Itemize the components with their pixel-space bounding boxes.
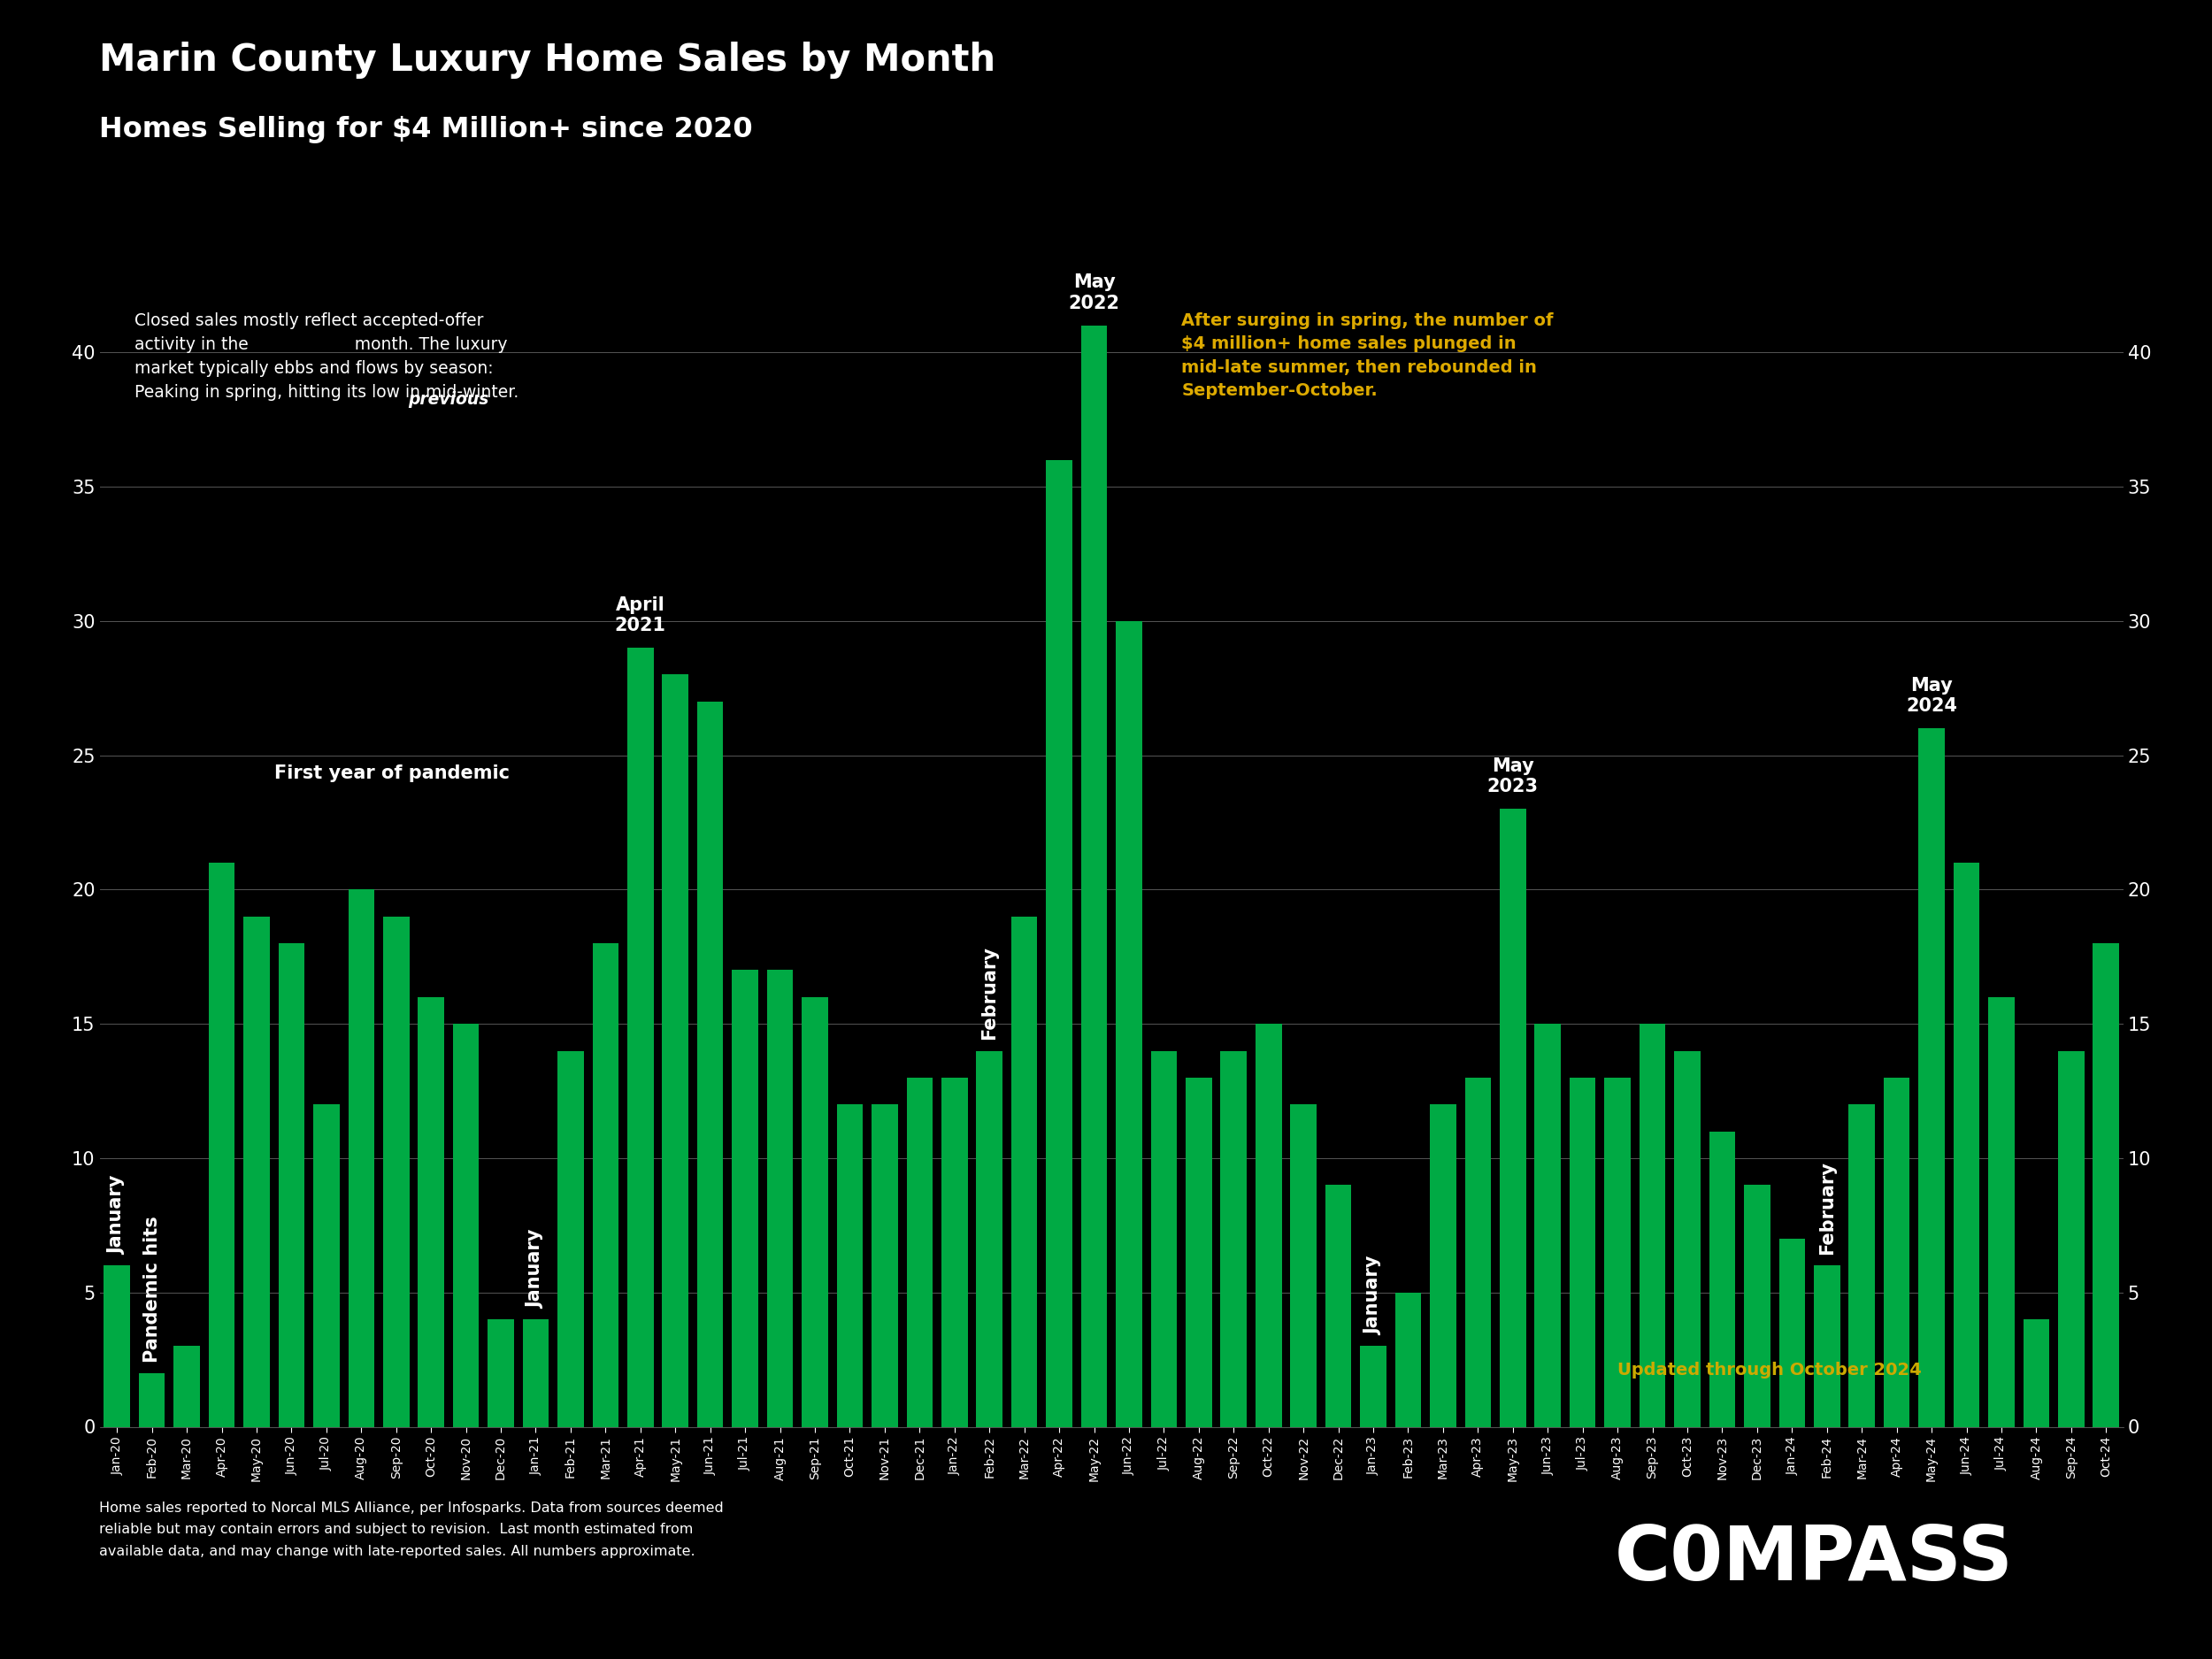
Bar	[522, 1319, 549, 1427]
Bar	[1918, 728, 1944, 1427]
Bar	[1464, 1078, 1491, 1427]
Bar	[1849, 1105, 1876, 1427]
Bar	[1989, 997, 2015, 1427]
Bar	[801, 997, 827, 1427]
Text: February: February	[1818, 1161, 1836, 1254]
Bar	[1814, 1266, 1840, 1427]
Bar	[1743, 1185, 1770, 1427]
Text: Home sales reported to Norcal MLS Alliance, per Infosparks. Data from sources de: Home sales reported to Norcal MLS Allian…	[100, 1501, 723, 1558]
Text: April
2021: April 2021	[615, 596, 666, 634]
Text: Marin County Luxury Home Sales by Month: Marin County Luxury Home Sales by Month	[100, 41, 995, 78]
Text: January: January	[108, 1176, 126, 1254]
Bar	[593, 944, 619, 1427]
Bar	[243, 916, 270, 1427]
Bar	[1396, 1292, 1422, 1427]
Bar	[1011, 916, 1037, 1427]
Bar	[732, 971, 759, 1427]
Bar	[1535, 1024, 1562, 1427]
Bar	[697, 702, 723, 1427]
Bar	[1150, 1050, 1177, 1427]
Bar	[1674, 1050, 1701, 1427]
Bar	[1500, 810, 1526, 1427]
Bar	[2093, 944, 2119, 1427]
Bar	[628, 647, 653, 1427]
Bar	[314, 1105, 338, 1427]
Bar	[347, 889, 374, 1427]
Text: After surging in spring, the number of
$4 million+ home sales plunged in
mid-lat: After surging in spring, the number of $…	[1181, 312, 1553, 400]
Text: previous: previous	[409, 392, 489, 408]
Bar	[1885, 1078, 1909, 1427]
Text: Closed sales mostly reflect accepted-offer
activity in the                    mo: Closed sales mostly reflect accepted-off…	[135, 312, 518, 401]
Bar	[1360, 1345, 1387, 1427]
Bar	[1778, 1239, 1805, 1427]
Bar	[768, 971, 794, 1427]
Text: First year of pandemic: First year of pandemic	[274, 765, 509, 781]
Bar	[1571, 1078, 1595, 1427]
Bar	[1325, 1185, 1352, 1427]
Bar	[208, 863, 234, 1427]
Bar	[1115, 620, 1141, 1427]
Bar	[1639, 1024, 1666, 1427]
Text: May
2022: May 2022	[1068, 274, 1119, 312]
Bar	[1186, 1078, 1212, 1427]
Bar	[1256, 1024, 1281, 1427]
Bar	[1046, 460, 1073, 1427]
Bar	[139, 1374, 166, 1427]
Bar	[453, 1024, 480, 1427]
Text: January: January	[526, 1229, 544, 1309]
Bar	[2024, 1319, 2048, 1427]
Text: May
2024: May 2024	[1907, 677, 1958, 715]
Text: Updated through October 2024: Updated through October 2024	[1617, 1362, 1922, 1379]
Text: May
2023: May 2023	[1486, 757, 1540, 796]
Bar	[104, 1266, 131, 1427]
Bar	[661, 675, 688, 1427]
Bar	[2057, 1050, 2084, 1427]
Bar	[175, 1345, 199, 1427]
Bar	[836, 1105, 863, 1427]
Bar	[872, 1105, 898, 1427]
Bar	[418, 997, 445, 1427]
Bar	[1221, 1050, 1248, 1427]
Bar	[279, 944, 305, 1427]
Bar	[1429, 1105, 1455, 1427]
Bar	[1710, 1131, 1734, 1427]
Bar	[975, 1050, 1002, 1427]
Bar	[1082, 325, 1108, 1427]
Bar	[383, 916, 409, 1427]
Bar	[557, 1050, 584, 1427]
Bar	[1953, 863, 1980, 1427]
Bar	[907, 1078, 933, 1427]
Text: February: February	[980, 946, 998, 1040]
Text: January: January	[1365, 1256, 1382, 1335]
Text: Homes Selling for $4 Million+ since 2020: Homes Selling for $4 Million+ since 2020	[100, 116, 752, 144]
Text: Pandemic hits: Pandemic hits	[144, 1216, 161, 1362]
Text: C0MPASS: C0MPASS	[1615, 1523, 2013, 1596]
Bar	[942, 1078, 967, 1427]
Bar	[489, 1319, 513, 1427]
Bar	[1290, 1105, 1316, 1427]
Bar	[1604, 1078, 1630, 1427]
